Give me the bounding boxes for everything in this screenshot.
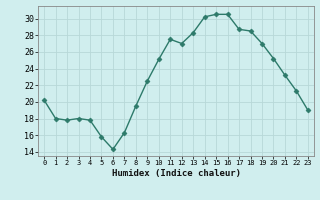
X-axis label: Humidex (Indice chaleur): Humidex (Indice chaleur) <box>111 169 241 178</box>
